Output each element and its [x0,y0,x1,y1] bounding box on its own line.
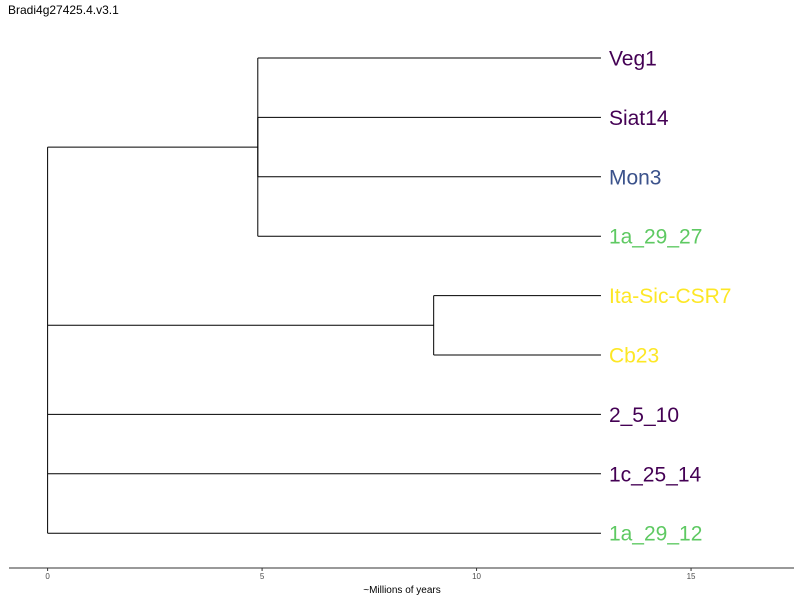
tip-label: Ita-Sic-CSR7 [609,285,732,308]
x-tick-label: 10 [472,572,481,581]
page-title: Bradi4g27425.4.v3.1 [8,3,119,17]
x-axis-ticks: 0 5 10 15 [45,568,696,581]
x-axis: 0 5 10 15 ~Millions of years [9,567,794,596]
branch-lines [47,57,601,534]
tip-label: 1c_25_14 [609,463,702,486]
x-tick-label: 0 [45,572,50,581]
tip-labels: Veg1 Siat14 Mon3 1a_29_27 Ita-Sic-CSR7 Cb23 2_… [609,48,732,546]
tip-label: Veg1 [609,48,657,71]
tip-label: Cb23 [609,345,659,368]
tip-label: 1a_29_27 [609,226,702,249]
x-tick-label: 5 [260,572,265,581]
x-tick-label: 15 [687,572,696,581]
tip-label: 1a_29_12 [609,523,702,546]
x-axis-title: ~Millions of years [363,585,441,596]
tip-label: Mon3 [609,166,662,189]
tip-label: 2_5_10 [609,404,679,427]
tip-label: Siat14 [609,107,669,130]
